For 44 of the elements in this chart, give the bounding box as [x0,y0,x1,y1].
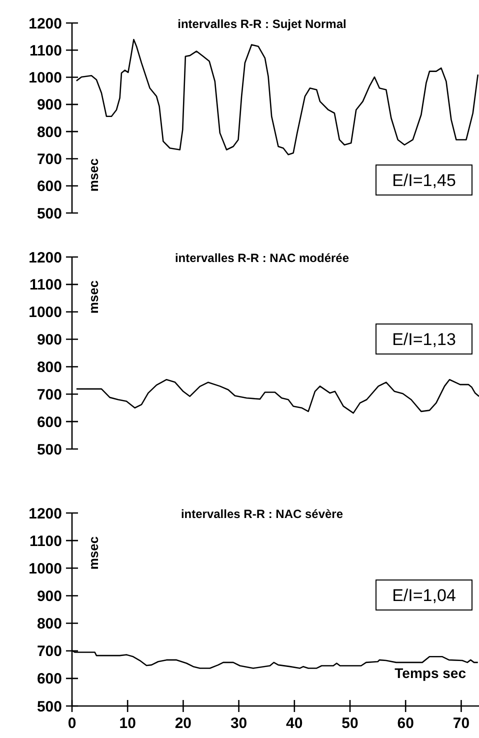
y-tick-label: 1000 [28,560,62,578]
line-series [76,38,479,156]
x-tick-label: 20 [174,715,192,732]
x-tick-label: 30 [230,715,248,732]
y-tick-label: 500 [36,441,62,458]
y-tick-label: 1100 [29,276,62,294]
x-axis-title: Temps sec [394,665,466,681]
y-tick-label: 1200 [28,505,62,522]
chart-title: intervalles R-R : NAC sévère [180,507,344,521]
y-tick-label: 1100 [29,42,62,60]
annotation: E/I=1,04 [392,586,456,605]
y-tick-label: 500 [36,205,62,222]
x-tick-label: 60 [397,715,414,732]
y-tick-label: 700 [36,386,62,404]
y-tick-label: 800 [36,358,62,376]
x-tick-label: 50 [342,715,358,732]
x-tick-label: 40 [286,715,303,732]
x-tick-label: 0 [68,715,76,732]
y-tick-label: 500 [36,698,62,716]
y-tick-label: 1000 [28,304,62,322]
y-axis-title: msec [86,280,101,314]
annotation: E/I=1,13 [392,330,456,349]
chart-title: intervalles R-R : NAC modérée [174,251,350,265]
x-tick-label: 10 [119,715,136,732]
y-axis-title: msec [86,158,101,192]
y-tick-label: 800 [36,124,62,141]
y-tick-label: 900 [36,332,62,349]
y-tick-label: 1200 [28,249,62,266]
y-tick-label: 1100 [29,532,62,550]
y-tick-label: 900 [36,588,62,605]
y-tick-label: 1200 [28,15,62,32]
y-tick-label: 600 [36,670,62,688]
annotation: E/I=1,45 [392,170,456,190]
x-tick-label: 70 [452,715,470,732]
y-tick-label: 700 [36,643,62,660]
y-axis-title: msec [86,536,101,570]
y-tick-label: 800 [36,616,62,633]
chart-title: intervalles R-R : Sujet Normal [178,17,346,31]
y-tick-label: 1000 [28,70,62,87]
y-tick-label: 600 [36,414,62,431]
line-series [76,378,479,414]
y-tick-label: 900 [36,96,62,114]
y-tick-label: 600 [36,178,62,196]
y-tick-label: 700 [36,150,62,168]
